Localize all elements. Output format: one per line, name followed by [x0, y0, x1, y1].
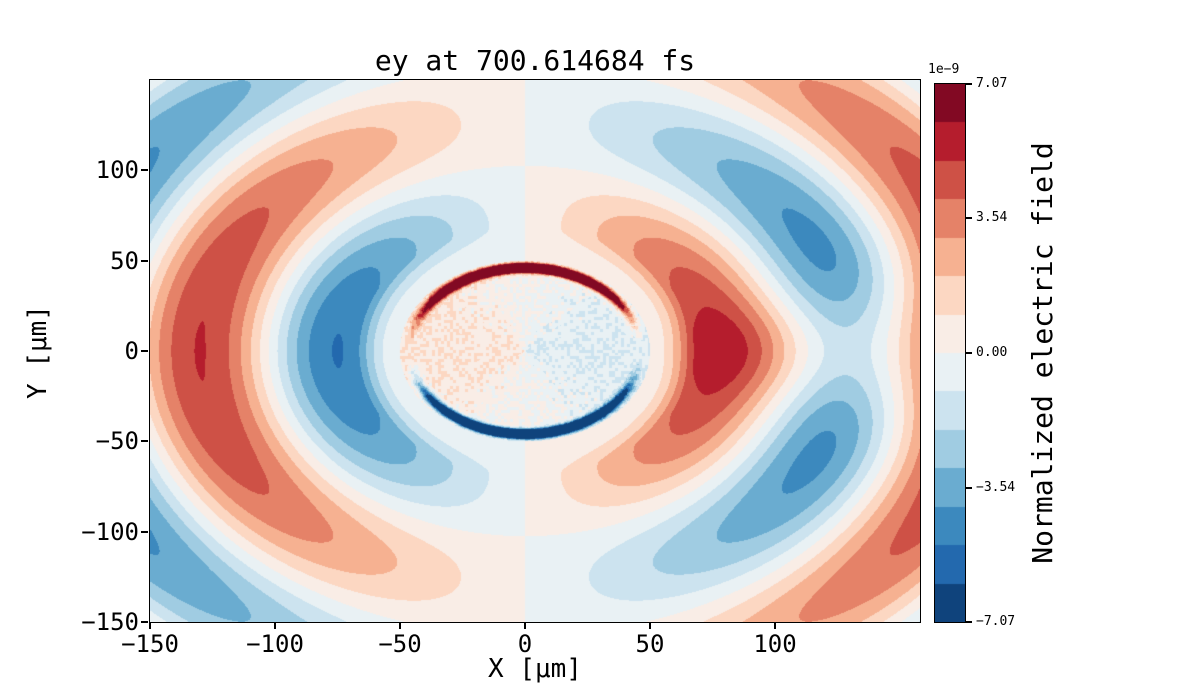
colorbar-tick-label: −7.07 [976, 614, 1016, 629]
x-axis-label: X [μm] [488, 654, 582, 684]
x-tick-mark [649, 622, 651, 629]
colorbar-tick-mark [966, 621, 972, 623]
x-tick-mark [524, 622, 526, 629]
x-tick-label: 50 [635, 630, 665, 658]
x-tick-mark [274, 622, 276, 629]
x-tick-label: −50 [378, 630, 422, 658]
colorbar-tick-mark [966, 83, 972, 85]
x-tick-label: −100 [246, 630, 304, 658]
colorbar-label: Normalized electric field [1026, 142, 1059, 564]
colorbar-scale-offset: 1e−9 [928, 62, 960, 77]
x-tick-label: 0 [517, 630, 533, 658]
x-tick-label: −150 [121, 630, 179, 658]
chart-title: ey at 700.614684 fs [374, 44, 696, 77]
colorbar-tick-mark [966, 352, 972, 354]
y-tick-mark [141, 259, 148, 262]
colorbar-tick-label: 7.07 [976, 76, 1008, 91]
colorbar-tick-mark [966, 486, 972, 489]
y-tick-mark [141, 621, 148, 623]
colorbar-canvas [934, 83, 966, 623]
y-tick-label: −150 [81, 608, 139, 636]
x-tick-mark [149, 622, 151, 629]
x-tick-label: 100 [753, 630, 797, 658]
y-tick-label: −100 [81, 517, 139, 546]
y-tick-mark [141, 169, 148, 172]
x-tick-mark [399, 622, 401, 629]
y-tick-mark [141, 530, 148, 533]
colorbar-tick-mark [966, 217, 972, 220]
colorbar-tick-label: 3.54 [976, 210, 1008, 226]
y-tick-label: −50 [95, 427, 139, 456]
y-tick-label: 0 [124, 337, 139, 365]
y-tick-mark [141, 350, 148, 352]
y-tick-mark [141, 440, 148, 443]
y-tick-label: 50 [110, 246, 139, 275]
field-heatmap-canvas [149, 79, 921, 623]
x-tick-mark [774, 622, 776, 629]
colorbar-tick-label: 0.00 [976, 345, 1008, 360]
colorbar-tick-label: −3.54 [976, 479, 1016, 495]
y-tick-label: 100 [95, 156, 139, 185]
